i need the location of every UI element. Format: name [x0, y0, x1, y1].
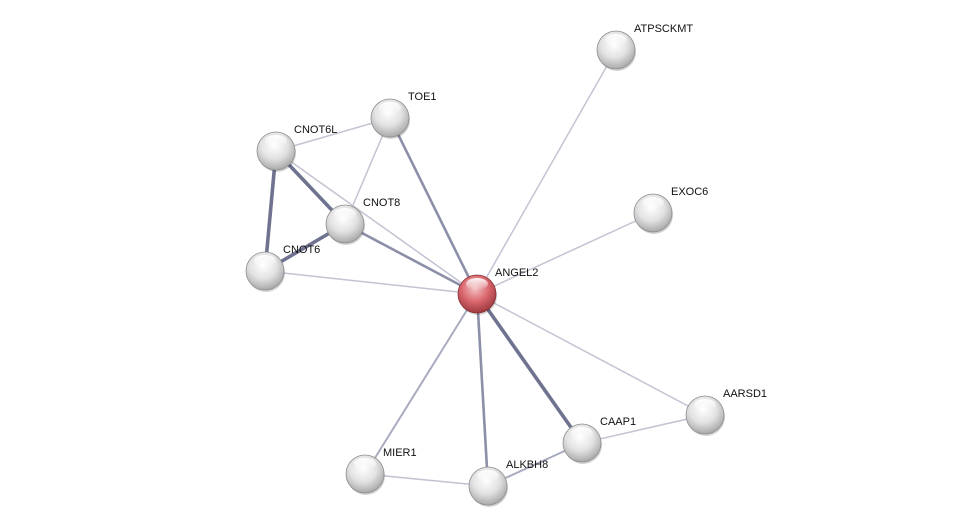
node-highlight: [571, 427, 593, 439]
node-highlight: [477, 470, 499, 482]
nodes-layer: ANGEL2 ATPSCKMT TOE1 CNOT6L CNOT8 CNOT6 EXOC6 A…: [245, 23, 767, 507]
node-label: CNOT6L: [294, 124, 337, 136]
node-highlight: [605, 34, 627, 46]
node-label: ANGEL2: [495, 267, 538, 279]
edge-cnot6l-toe1[interactable]: [275, 117, 391, 152]
node-highlight: [379, 102, 401, 114]
node-highlight: [694, 399, 716, 411]
node-toe1[interactable]: TOE1: [370, 91, 437, 139]
edge-angel2-cnot6[interactable]: [264, 270, 478, 295]
node-highlight: [354, 458, 376, 470]
node-label: ALKBH8: [506, 459, 548, 471]
node-label: MIER1: [383, 447, 417, 459]
edge-angel2-mier1[interactable]: [364, 293, 478, 475]
edge-angel2-exoc6[interactable]: [476, 212, 654, 295]
node-angel2[interactable]: ANGEL2: [457, 267, 538, 315]
node-highlight: [265, 135, 287, 147]
edge-mier1-alkbh8[interactable]: [364, 473, 489, 487]
node-alkbh8[interactable]: ALKBH8: [468, 459, 548, 507]
node-highlight: [334, 208, 356, 220]
edge-angel2-cnot8[interactable]: [344, 222, 478, 296]
edge-angel2-cnot6l[interactable]: [275, 150, 478, 295]
node-label: CAAP1: [600, 416, 636, 428]
node-label: EXOC6: [671, 186, 708, 198]
node-cnot6[interactable]: CNOT6: [245, 244, 320, 292]
node-highlight: [642, 197, 664, 209]
node-caap1[interactable]: CAAP1: [562, 416, 636, 464]
edge-angel2-toe1[interactable]: [388, 117, 479, 295]
node-label: CNOT6: [283, 244, 320, 256]
node-mier1[interactable]: MIER1: [345, 447, 417, 495]
edge-caap1-aarsd1[interactable]: [581, 414, 706, 444]
node-atpsckmt[interactable]: ATPSCKMT: [596, 23, 693, 71]
edge-angel2-atpsckmt[interactable]: [476, 49, 617, 295]
node-label: ATPSCKMT: [634, 23, 693, 35]
node-exoc6[interactable]: EXOC6: [633, 186, 708, 234]
edge-cnot6l-cnot6[interactable]: [263, 150, 278, 272]
edge-angel2-caap1[interactable]: [475, 292, 584, 445]
node-label: AARSD1: [723, 388, 767, 400]
node-cnot8[interactable]: CNOT8: [325, 197, 400, 245]
edges-layer: [263, 49, 706, 487]
edge-angel2-aarsd1[interactable]: [476, 293, 706, 416]
node-aarsd1[interactable]: AARSD1: [685, 388, 767, 436]
node-highlight: [466, 278, 488, 290]
node-label: TOE1: [408, 91, 437, 103]
node-label: CNOT8: [363, 197, 400, 209]
edge-angel2-alkbh8[interactable]: [475, 293, 490, 487]
node-cnot6l[interactable]: CNOT6L: [256, 124, 337, 172]
node-highlight: [254, 255, 276, 267]
